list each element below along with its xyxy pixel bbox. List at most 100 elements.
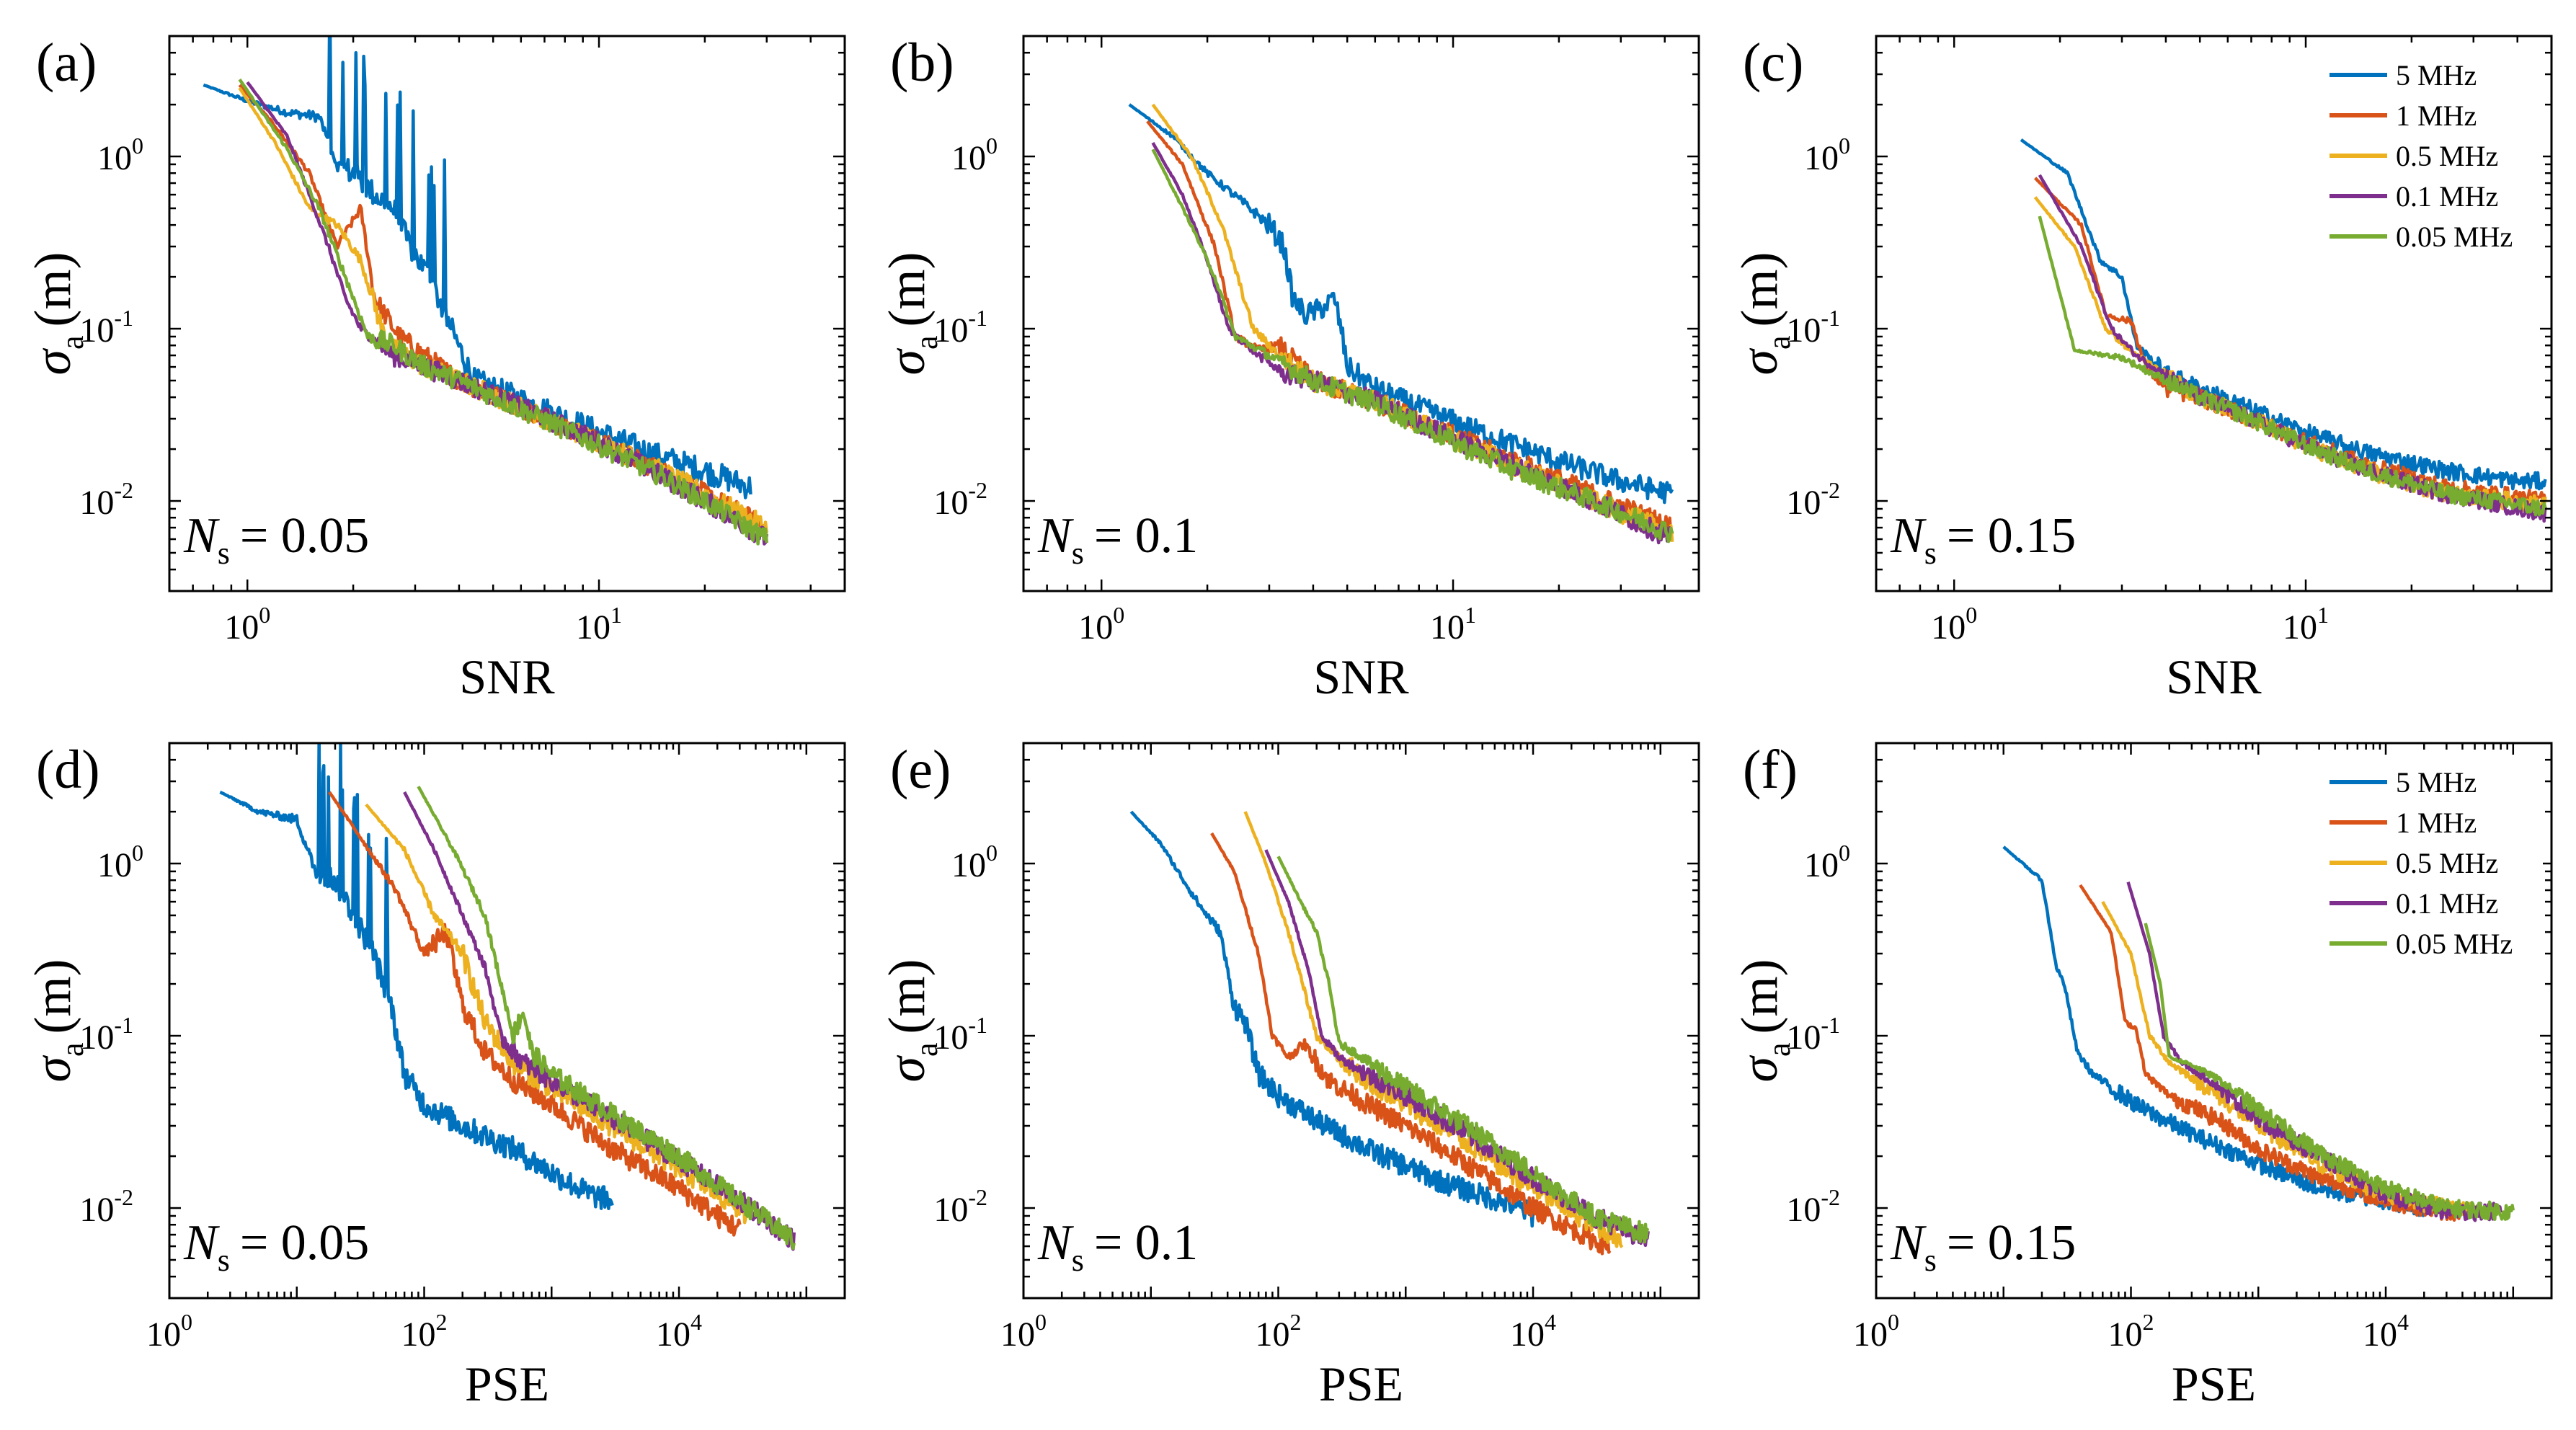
- panel-label: (c): [1743, 32, 1803, 93]
- panel-a: 100 101 10-2 10-1 100 SNR σa(m) (a) Ns = 0.05: [24, 32, 846, 704]
- ns-annotation: Ns = 0.05: [183, 508, 369, 571]
- panel-d: 100 102 104 10-2 10-1 100 PSE σa(m) (d) Ns = 0.05: [24, 740, 846, 1411]
- ns-annotation: Ns = 0.15: [1890, 508, 2076, 571]
- y-axis-title: σa(m): [1731, 252, 1797, 375]
- legend-label: 0.05 MHz: [2396, 928, 2513, 960]
- series-line-0-5-mhz: [1243, 811, 1624, 1248]
- x-tick-label: 100: [1000, 1309, 1047, 1354]
- y-axis-title: σa(m): [24, 959, 90, 1082]
- y-tick-label: 10-2: [933, 477, 987, 522]
- panel-c: 100 101 10-2 10-1 100 SNR σa(m) (c) Ns = 0.15 5 MH…: [1731, 32, 2553, 704]
- axes-box: [168, 35, 846, 592]
- series-line-0-5-mhz: [238, 86, 769, 538]
- x-axis-title: PSE: [1319, 1356, 1403, 1411]
- legend-label: 1 MHz: [2396, 99, 2477, 132]
- series-group: [1129, 810, 1650, 1256]
- series-line-0-05-mhz: [2038, 216, 2547, 517]
- legend-label: 0.5 MHz: [2396, 847, 2498, 879]
- y-tick-label: 10-1: [1786, 305, 1840, 350]
- ns-annotation: Ns = 0.05: [183, 1215, 369, 1278]
- series-line-1-mhz: [328, 791, 742, 1237]
- x-tick-label: 100: [1931, 602, 1977, 647]
- y-tick-label: 100: [951, 133, 998, 177]
- series-line-5-mhz: [203, 36, 752, 499]
- series-line-0-05-mhz: [417, 786, 796, 1251]
- panel-e: 100 102 104 10-2 10-1 100 PSE σa(m) (e) Ns = 0.1: [878, 740, 1700, 1411]
- series-line-0-05-mhz: [1276, 856, 1650, 1244]
- legend-label: 0.1 MHz: [2396, 887, 2498, 920]
- series-line-0-05-mhz: [238, 78, 769, 546]
- x-tick-label: 102: [2108, 1309, 2154, 1354]
- y-axis-title: σa(m): [878, 252, 944, 375]
- series-group: [219, 743, 796, 1251]
- y-axis-title: σa(m): [878, 959, 944, 1082]
- panel-f: 100 102 104 10-2 10-1 100 PSE σa(m) (f) Ns = 0.15 5…: [1731, 740, 2553, 1411]
- x-axis-title: PSE: [2172, 1356, 2256, 1411]
- series-line-5-mhz: [1129, 810, 1535, 1228]
- panel-label: (f): [1743, 740, 1798, 800]
- series-line-0-1-mhz: [1151, 142, 1674, 545]
- y-tick-label: 100: [97, 840, 143, 884]
- axes-box: [1022, 742, 1700, 1300]
- x-tick-label: 100: [1078, 602, 1124, 647]
- legend-label: 0.05 MHz: [2396, 221, 2513, 253]
- x-tick-label: 102: [1256, 1309, 1302, 1354]
- y-tick-label: 10-2: [79, 477, 133, 522]
- x-axis-title: SNR: [2166, 649, 2262, 704]
- x-tick-label: 104: [656, 1309, 702, 1354]
- ns-annotation: Ns = 0.1: [1037, 1215, 1198, 1278]
- series-line-5-mhz: [1128, 103, 1674, 505]
- legend-label: 0.5 MHz: [2396, 140, 2498, 172]
- x-tick-label: 104: [1510, 1309, 1556, 1354]
- series-group: [1128, 103, 1674, 545]
- series-group: [203, 36, 769, 546]
- x-axis-title: PSE: [465, 1356, 549, 1411]
- x-tick-label: 102: [401, 1309, 448, 1354]
- y-tick-label: 10-2: [933, 1184, 987, 1229]
- panel-label: (d): [36, 740, 100, 800]
- y-tick-label: 10-1: [933, 305, 987, 350]
- legend-label: 0.1 MHz: [2396, 180, 2498, 213]
- y-tick-label: 100: [951, 840, 998, 884]
- x-tick-label: 100: [1853, 1309, 1899, 1354]
- axes-box: [168, 742, 846, 1300]
- series-group: [2020, 138, 2547, 523]
- legend-label: 5 MHz: [2396, 766, 2477, 799]
- series-line-1-mhz: [1146, 120, 1674, 538]
- y-tick-label: 10-2: [1786, 477, 1840, 522]
- y-tick-label: 10-1: [1786, 1012, 1840, 1057]
- x-axis-title: SNR: [1313, 649, 1409, 704]
- panel-label: (b): [890, 32, 954, 93]
- panel-label: (a): [36, 32, 97, 93]
- legend-label: 5 MHz: [2396, 59, 2477, 92]
- axes-box: [1022, 35, 1700, 592]
- panel-label: (e): [890, 740, 951, 800]
- legend: 5 MHz 1 MHz 0.5 MHz 0.1 MHz 0.05 MHz: [2321, 49, 2543, 264]
- legend: 5 MHz 1 MHz 0.5 MHz 0.1 MHz 0.05 MHz: [2321, 756, 2543, 971]
- series-line-5-mhz: [219, 743, 614, 1211]
- series-line-0-05-mhz: [2144, 923, 2515, 1221]
- axes-box: [1875, 742, 2553, 1300]
- y-tick-label: 100: [1804, 133, 1850, 177]
- y-axis-title: σa(m): [24, 252, 90, 375]
- x-tick-label: 101: [2283, 602, 2329, 647]
- ns-annotation: Ns = 0.15: [1890, 1215, 2076, 1278]
- y-axis-title: σa(m): [1731, 959, 1797, 1082]
- y-tick-label: 10-2: [79, 1184, 133, 1229]
- series-line-0-1-mhz: [403, 791, 796, 1251]
- x-tick-label: 101: [576, 602, 622, 647]
- series-line-0-05-mhz: [1151, 148, 1674, 543]
- x-tick-label: 100: [224, 602, 270, 647]
- legend-label: 1 MHz: [2396, 807, 2477, 839]
- y-tick-label: 100: [97, 133, 143, 177]
- series-line-1-mhz: [1210, 832, 1612, 1256]
- series-group: [2002, 845, 2515, 1222]
- x-axis-title: SNR: [459, 649, 555, 704]
- x-tick-label: 100: [146, 1309, 192, 1354]
- panel-b: 100 101 10-2 10-1 100 SNR σa(m) (b) Ns = 0.1: [878, 32, 1700, 704]
- series-line-1-mhz: [238, 84, 768, 538]
- y-tick-label: 10-1: [79, 1012, 133, 1057]
- y-tick-label: 10-1: [79, 305, 133, 350]
- y-tick-label: 100: [1804, 840, 1850, 884]
